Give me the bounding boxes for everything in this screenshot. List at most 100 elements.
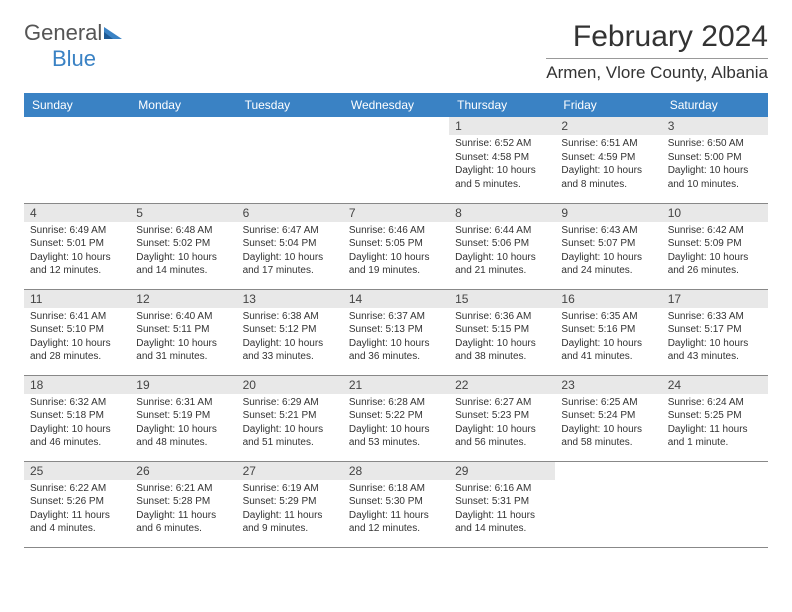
day-details: Sunrise: 6:46 AMSunset: 5:05 PMDaylight:… xyxy=(343,222,449,282)
sunrise-text: Sunrise: 6:31 AM xyxy=(136,396,230,410)
day-details: Sunrise: 6:29 AMSunset: 5:21 PMDaylight:… xyxy=(237,394,343,454)
sunrise-text: Sunrise: 6:19 AM xyxy=(243,482,337,496)
day-details: Sunrise: 6:22 AMSunset: 5:26 PMDaylight:… xyxy=(24,480,130,540)
day-cell: 3Sunrise: 6:50 AMSunset: 5:00 PMDaylight… xyxy=(662,117,768,203)
daylight-text: Daylight: 10 hours and 12 minutes. xyxy=(30,251,124,278)
weekday-header: Monday xyxy=(130,93,236,117)
daylight-text: Daylight: 10 hours and 48 minutes. xyxy=(136,423,230,450)
daylight-text: Daylight: 10 hours and 46 minutes. xyxy=(30,423,124,450)
daylight-text: Daylight: 10 hours and 33 minutes. xyxy=(243,337,337,364)
daylight-text: Daylight: 10 hours and 41 minutes. xyxy=(561,337,655,364)
daylight-text: Daylight: 10 hours and 19 minutes. xyxy=(349,251,443,278)
day-details: Sunrise: 6:42 AMSunset: 5:09 PMDaylight:… xyxy=(662,222,768,282)
sunrise-text: Sunrise: 6:25 AM xyxy=(561,396,655,410)
day-cell: 14Sunrise: 6:37 AMSunset: 5:13 PMDayligh… xyxy=(343,289,449,375)
day-number xyxy=(237,117,343,135)
sunrise-text: Sunrise: 6:52 AM xyxy=(455,137,549,151)
calendar-week-row: 25Sunrise: 6:22 AMSunset: 5:26 PMDayligh… xyxy=(24,461,768,547)
daylight-text: Daylight: 11 hours and 4 minutes. xyxy=(30,509,124,536)
weekday-header: Sunday xyxy=(24,93,130,117)
sunset-text: Sunset: 5:06 PM xyxy=(455,237,549,251)
day-cell: 21Sunrise: 6:28 AMSunset: 5:22 PMDayligh… xyxy=(343,375,449,461)
day-details: Sunrise: 6:40 AMSunset: 5:11 PMDaylight:… xyxy=(130,308,236,368)
empty-day-cell xyxy=(130,117,236,203)
day-number: 20 xyxy=(237,376,343,394)
sunset-text: Sunset: 5:21 PM xyxy=(243,409,337,423)
day-number xyxy=(662,462,768,480)
day-details: Sunrise: 6:47 AMSunset: 5:04 PMDaylight:… xyxy=(237,222,343,282)
day-details: Sunrise: 6:31 AMSunset: 5:19 PMDaylight:… xyxy=(130,394,236,454)
daylight-text: Daylight: 10 hours and 10 minutes. xyxy=(668,164,762,191)
sunrise-text: Sunrise: 6:22 AM xyxy=(30,482,124,496)
sunset-text: Sunset: 5:09 PM xyxy=(668,237,762,251)
day-cell: 27Sunrise: 6:19 AMSunset: 5:29 PMDayligh… xyxy=(237,461,343,547)
day-details: Sunrise: 6:16 AMSunset: 5:31 PMDaylight:… xyxy=(449,480,555,540)
day-details: Sunrise: 6:18 AMSunset: 5:30 PMDaylight:… xyxy=(343,480,449,540)
daylight-text: Daylight: 10 hours and 53 minutes. xyxy=(349,423,443,450)
day-cell: 11Sunrise: 6:41 AMSunset: 5:10 PMDayligh… xyxy=(24,289,130,375)
day-number: 9 xyxy=(555,204,661,222)
sunset-text: Sunset: 5:07 PM xyxy=(561,237,655,251)
calendar-body: 1Sunrise: 6:52 AMSunset: 4:58 PMDaylight… xyxy=(24,117,768,547)
day-details: Sunrise: 6:44 AMSunset: 5:06 PMDaylight:… xyxy=(449,222,555,282)
daylight-text: Daylight: 10 hours and 21 minutes. xyxy=(455,251,549,278)
sunset-text: Sunset: 5:16 PM xyxy=(561,323,655,337)
daylight-text: Daylight: 10 hours and 36 minutes. xyxy=(349,337,443,364)
daylight-text: Daylight: 10 hours and 5 minutes. xyxy=(455,164,549,191)
sunset-text: Sunset: 5:13 PM xyxy=(349,323,443,337)
day-details: Sunrise: 6:49 AMSunset: 5:01 PMDaylight:… xyxy=(24,222,130,282)
day-number: 13 xyxy=(237,290,343,308)
calendar-week-row: 1Sunrise: 6:52 AMSunset: 4:58 PMDaylight… xyxy=(24,117,768,203)
day-details: Sunrise: 6:35 AMSunset: 5:16 PMDaylight:… xyxy=(555,308,661,368)
day-cell: 9Sunrise: 6:43 AMSunset: 5:07 PMDaylight… xyxy=(555,203,661,289)
day-number: 27 xyxy=(237,462,343,480)
day-cell: 2Sunrise: 6:51 AMSunset: 4:59 PMDaylight… xyxy=(555,117,661,203)
day-number: 17 xyxy=(662,290,768,308)
day-number: 15 xyxy=(449,290,555,308)
day-details: Sunrise: 6:24 AMSunset: 5:25 PMDaylight:… xyxy=(662,394,768,454)
calendar-week-row: 4Sunrise: 6:49 AMSunset: 5:01 PMDaylight… xyxy=(24,203,768,289)
sunset-text: Sunset: 5:10 PM xyxy=(30,323,124,337)
day-details: Sunrise: 6:25 AMSunset: 5:24 PMDaylight:… xyxy=(555,394,661,454)
day-number: 25 xyxy=(24,462,130,480)
sunset-text: Sunset: 5:15 PM xyxy=(455,323,549,337)
sunrise-text: Sunrise: 6:32 AM xyxy=(30,396,124,410)
sunrise-text: Sunrise: 6:18 AM xyxy=(349,482,443,496)
empty-day-cell xyxy=(343,117,449,203)
logo-flag-icon xyxy=(104,25,124,46)
daylight-text: Daylight: 10 hours and 31 minutes. xyxy=(136,337,230,364)
day-cell: 12Sunrise: 6:40 AMSunset: 5:11 PMDayligh… xyxy=(130,289,236,375)
sunset-text: Sunset: 5:31 PM xyxy=(455,495,549,509)
day-cell: 6Sunrise: 6:47 AMSunset: 5:04 PMDaylight… xyxy=(237,203,343,289)
calendar-table: SundayMondayTuesdayWednesdayThursdayFrid… xyxy=(24,93,768,548)
daylight-text: Daylight: 10 hours and 51 minutes. xyxy=(243,423,337,450)
daylight-text: Daylight: 10 hours and 43 minutes. xyxy=(668,337,762,364)
sunset-text: Sunset: 5:23 PM xyxy=(455,409,549,423)
day-details: Sunrise: 6:21 AMSunset: 5:28 PMDaylight:… xyxy=(130,480,236,540)
day-cell: 17Sunrise: 6:33 AMSunset: 5:17 PMDayligh… xyxy=(662,289,768,375)
daylight-text: Daylight: 10 hours and 26 minutes. xyxy=(668,251,762,278)
day-details: Sunrise: 6:27 AMSunset: 5:23 PMDaylight:… xyxy=(449,394,555,454)
weekday-header: Wednesday xyxy=(343,93,449,117)
day-details: Sunrise: 6:37 AMSunset: 5:13 PMDaylight:… xyxy=(343,308,449,368)
location-text: Armen, Vlore County, Albania xyxy=(546,63,768,83)
sunrise-text: Sunrise: 6:48 AM xyxy=(136,224,230,238)
sunrise-text: Sunrise: 6:40 AM xyxy=(136,310,230,324)
sunset-text: Sunset: 5:05 PM xyxy=(349,237,443,251)
sunset-text: Sunset: 5:02 PM xyxy=(136,237,230,251)
empty-day-cell xyxy=(237,117,343,203)
empty-day-cell xyxy=(662,461,768,547)
sunrise-text: Sunrise: 6:37 AM xyxy=(349,310,443,324)
daylight-text: Daylight: 11 hours and 6 minutes. xyxy=(136,509,230,536)
day-details: Sunrise: 6:36 AMSunset: 5:15 PMDaylight:… xyxy=(449,308,555,368)
day-number: 21 xyxy=(343,376,449,394)
weekday-header: Thursday xyxy=(449,93,555,117)
day-number: 8 xyxy=(449,204,555,222)
day-cell: 7Sunrise: 6:46 AMSunset: 5:05 PMDaylight… xyxy=(343,203,449,289)
sunset-text: Sunset: 5:11 PM xyxy=(136,323,230,337)
sunset-text: Sunset: 5:12 PM xyxy=(243,323,337,337)
day-number: 7 xyxy=(343,204,449,222)
calendar-week-row: 18Sunrise: 6:32 AMSunset: 5:18 PMDayligh… xyxy=(24,375,768,461)
day-details: Sunrise: 6:33 AMSunset: 5:17 PMDaylight:… xyxy=(662,308,768,368)
day-cell: 26Sunrise: 6:21 AMSunset: 5:28 PMDayligh… xyxy=(130,461,236,547)
